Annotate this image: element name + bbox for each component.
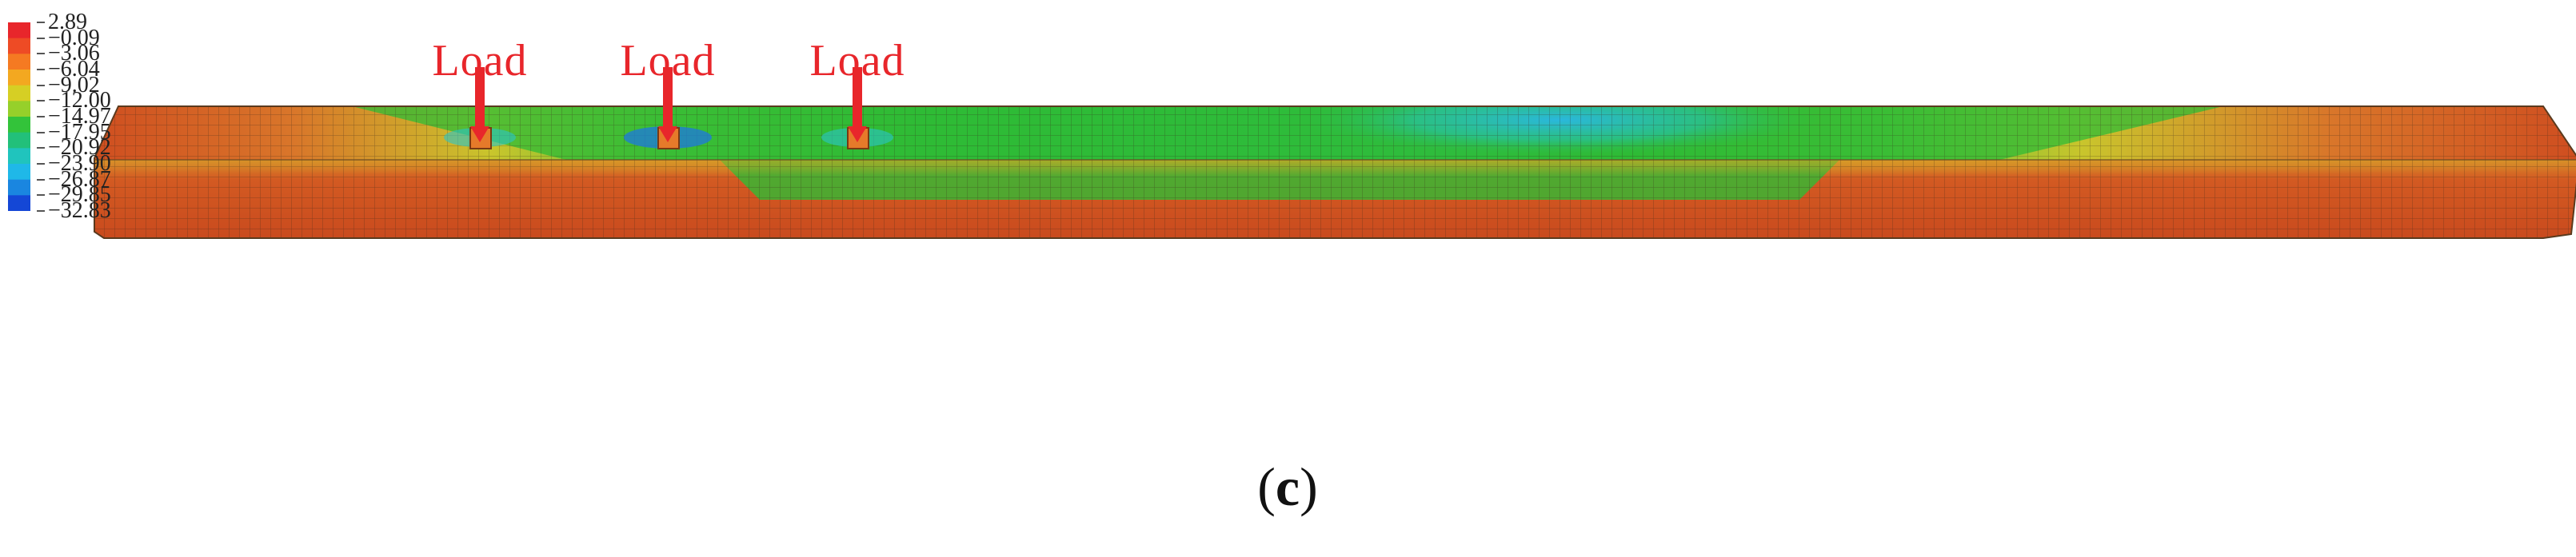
color-scale-value: −6.04 — [48, 57, 100, 82]
color-scale-tick — [37, 37, 45, 39]
color-scale-segment — [8, 132, 30, 149]
color-scale-segment — [8, 148, 30, 165]
color-scale-value: −9.02 — [48, 72, 100, 97]
color-scale-segment — [8, 101, 30, 117]
color-scale-value: −17.95 — [48, 119, 111, 145]
color-scale-segment — [8, 179, 30, 196]
color-scale-tick — [37, 116, 45, 117]
color-scale-segment — [8, 54, 30, 70]
color-scale-segment — [8, 38, 30, 54]
color-scale-segment — [8, 70, 30, 86]
color-scale-tick — [37, 163, 45, 165]
load-label-3: Load — [809, 36, 905, 86]
color-scale-value: −0.09 — [48, 25, 100, 50]
color-scale-tick — [37, 69, 45, 70]
color-scale-segment — [8, 22, 30, 39]
color-scale-value: −20.92 — [48, 135, 111, 161]
color-scale-bar — [8, 22, 30, 211]
color-scale-value: 2.89 — [48, 10, 87, 34]
color-scale-value: −23.90 — [48, 151, 111, 176]
beam-body — [94, 106, 2576, 238]
color-scale-tick — [37, 53, 45, 55]
color-scale-tick — [37, 100, 45, 102]
color-scale-tick — [37, 131, 45, 133]
color-scale-value: −14.97 — [48, 104, 111, 129]
color-scale-tick — [37, 194, 45, 197]
color-scale-segment — [8, 195, 30, 211]
color-scale-value: −29.85 — [48, 182, 111, 208]
color-scale-tick — [37, 178, 45, 181]
color-scale-value: −26.87 — [48, 166, 111, 192]
color-scale-tick — [37, 147, 45, 149]
load-plate-2 — [624, 126, 712, 149]
color-scale-value: −12.00 — [48, 88, 111, 113]
color-scale-value: −32.83 — [48, 198, 111, 223]
load-label-1: Load — [432, 36, 528, 86]
color-scale-segment — [8, 85, 30, 101]
color-scale-segment — [8, 117, 30, 133]
figure-caption: (c) — [1257, 456, 1318, 517]
load-label-2: Load — [620, 36, 716, 86]
color-scale-segment — [8, 164, 30, 181]
color-scale-tick — [37, 22, 45, 23]
color-scale-tick — [37, 84, 45, 86]
color-scale-legend: 2.89 −0.09 −3.06 −6.04 −9.02 −12.00 −14.97 −17.… — [8, 10, 184, 223]
color-scale-tick — [37, 210, 45, 212]
color-scale-value: −3.06 — [48, 41, 100, 66]
